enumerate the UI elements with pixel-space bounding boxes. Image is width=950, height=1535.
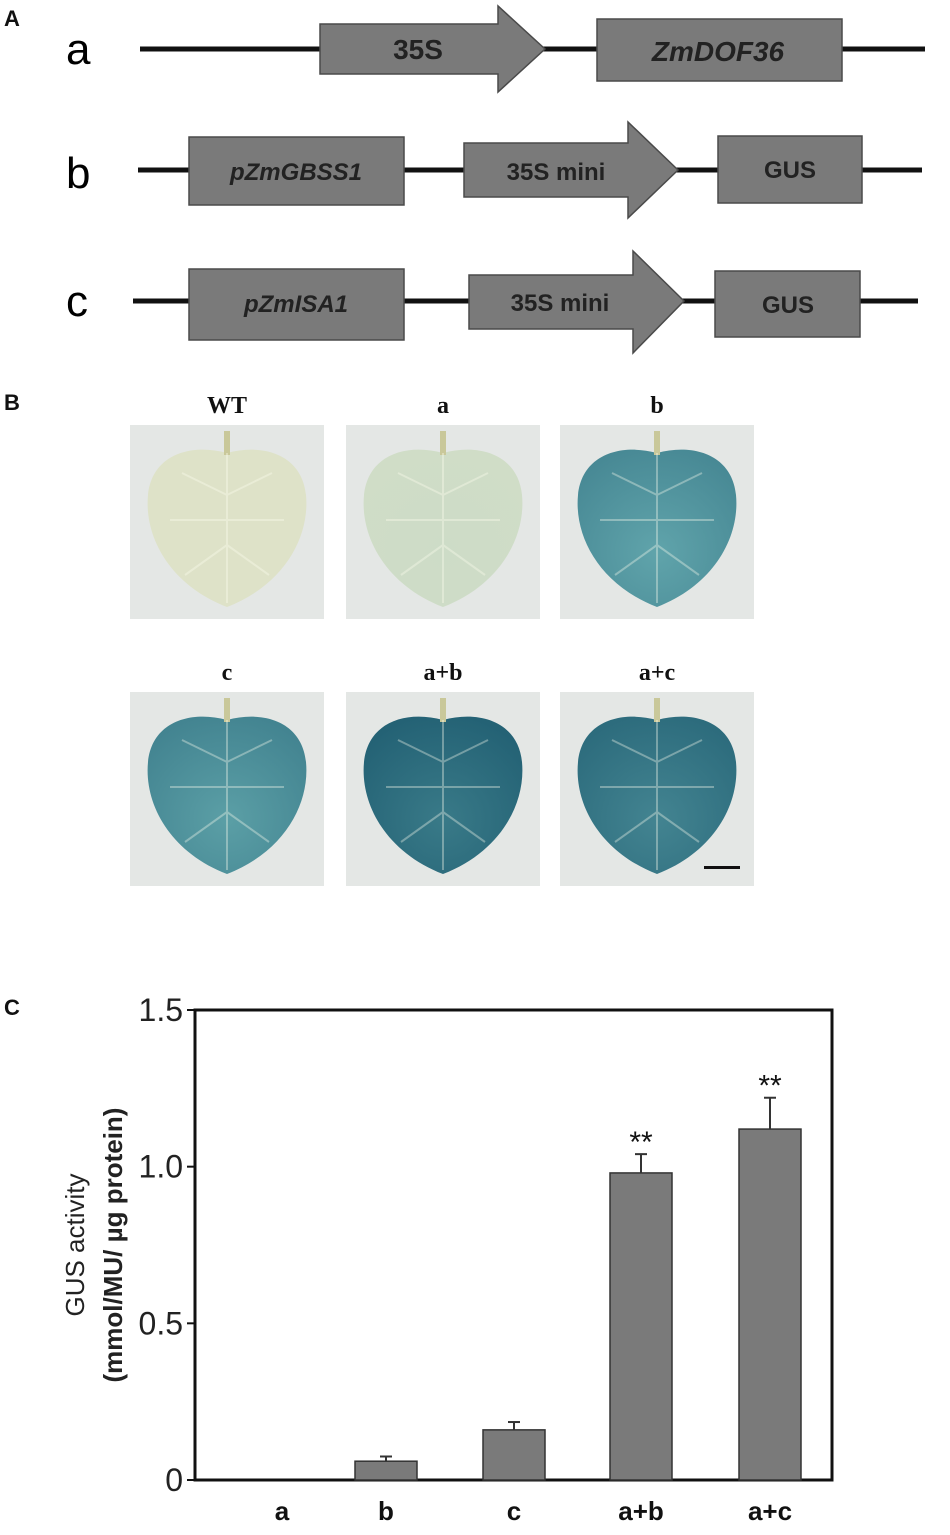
- leaf-label: a: [437, 393, 449, 419]
- significance-label: **: [629, 1126, 653, 1159]
- bar: [354, 1460, 418, 1481]
- x-tick-label: a+c: [748, 1496, 792, 1526]
- leaf-label: a+b: [423, 660, 463, 686]
- promoter-pzmgbss1-box: [188, 136, 405, 206]
- leaf-label: WT: [206, 393, 247, 419]
- minimal-35s-label: 35S mini: [507, 159, 606, 186]
- minimal-35s-arrow: [463, 120, 680, 220]
- x-tick-label: a+b: [618, 1496, 664, 1526]
- panel-label-b: B: [4, 390, 20, 415]
- y-axis-label: GUS activity: [60, 1173, 90, 1316]
- y-tick-label: 0.5: [139, 1305, 183, 1341]
- construct-diagrams: a 35S ZmDOF36 b pZmGBSS1 35S mini GUS c …: [66, 4, 925, 355]
- y-tick-label: 1.0: [139, 1149, 183, 1185]
- bar: [738, 1128, 802, 1481]
- promoter-35s-arrow: [319, 4, 547, 94]
- reporter-gus-label: GUS: [764, 157, 816, 184]
- bar: [482, 1429, 546, 1481]
- y-tick-label: 0: [165, 1462, 183, 1498]
- promoter-pzmgbss1-label: pZmGBSS1: [229, 159, 362, 186]
- plot-frame: [193, 1008, 834, 1482]
- reporter-gus-box: [717, 135, 863, 204]
- y-axis-label-units: (mmol/MU/ µg protein): [98, 1108, 128, 1383]
- promoter-pzmisa1-label: pZmISA1: [243, 291, 348, 318]
- gus-activity-chart: 0 0.5 1.0 1.5 a b c ** a+b ** a+c GUS activity (mmol…: [60, 992, 834, 1526]
- reporter-gus-label: GUS: [762, 292, 814, 319]
- x-tick-label: a: [275, 1496, 290, 1526]
- leaf-image: [346, 425, 540, 619]
- leaf-image: [130, 692, 324, 886]
- construct-row-label: c: [66, 277, 88, 326]
- gene-zmdof36-label: ZmDOF36: [651, 36, 785, 67]
- x-tick-label: b: [378, 1496, 394, 1526]
- x-tick-label: c: [507, 1496, 521, 1526]
- minimal-35s-arrow: [468, 249, 686, 355]
- bar: [609, 1172, 673, 1481]
- promoter-35s-label: 35S: [393, 34, 443, 65]
- construct-row-label: a: [66, 25, 91, 74]
- significance-label: **: [758, 1070, 782, 1103]
- panel-label-a: A: [4, 6, 20, 31]
- y-tick-label: 1.5: [139, 992, 183, 1028]
- promoter-pzmisa1-box: [188, 268, 405, 341]
- construct-row-label: b: [66, 149, 90, 198]
- leaf-label: c: [221, 660, 233, 686]
- reporter-gus-box: [714, 270, 861, 338]
- leaf-label: a+c: [638, 660, 676, 686]
- leaf-image: [130, 425, 324, 619]
- leaf-image: [346, 692, 540, 886]
- leaf-label: b: [650, 393, 664, 419]
- minimal-35s-label: 35S mini: [511, 290, 610, 317]
- leaf-image: [560, 425, 754, 619]
- scale-bar: [704, 866, 740, 869]
- leaf-image: [560, 692, 754, 886]
- gene-zmdof36-box: [596, 18, 843, 82]
- panel-label-c: C: [4, 995, 20, 1020]
